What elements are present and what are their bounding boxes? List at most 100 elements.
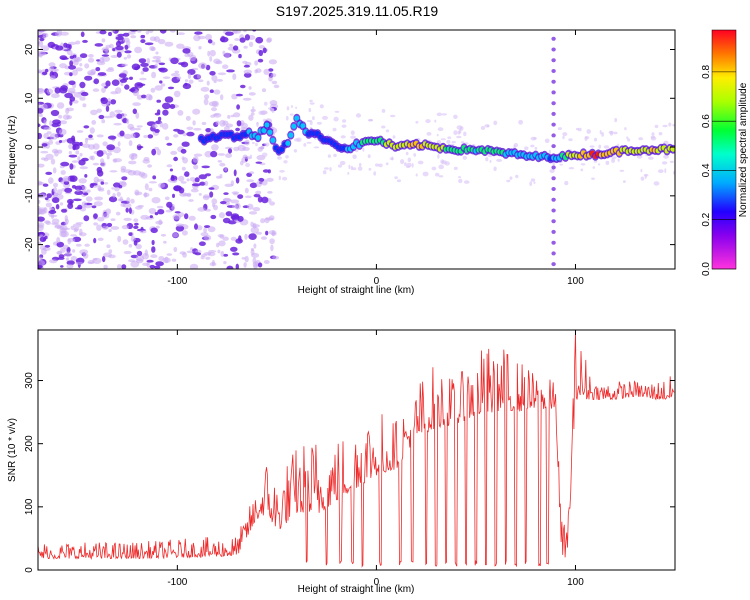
spectrogram-noise-blob xyxy=(83,215,90,222)
spectrogram-faint-blob xyxy=(309,99,313,103)
spectrogram-faint-blob xyxy=(400,159,405,165)
spectrogram-faint-blob xyxy=(533,181,536,184)
spectrogram-noise-blob xyxy=(178,212,185,218)
spectrogram-faint-blob xyxy=(599,130,602,135)
spectrogram-noise-blob xyxy=(82,39,88,43)
spectrogram-xtick-label: 0 xyxy=(374,276,380,287)
spectrogram-xtick-label: -100 xyxy=(167,276,187,287)
spectrogram-faint-blob xyxy=(368,167,372,171)
spectrogram-noise-blob xyxy=(95,67,101,72)
spectrogram-noise-blob xyxy=(104,86,108,89)
spectrogram-noise-blob xyxy=(38,41,41,45)
spectrogram-noise-blob xyxy=(173,246,178,253)
spectrogram-faint-blob xyxy=(664,168,667,174)
spectrogram-noise-blob xyxy=(94,43,104,47)
spectrogram-noise-blob xyxy=(150,254,158,259)
spectrogram-noise-blob xyxy=(151,197,161,204)
spectrogram-noise-blob xyxy=(143,135,149,138)
spectrogram-noise-blob xyxy=(188,199,194,202)
spectrogram-noise-blob xyxy=(111,79,120,86)
spectrogram-noise-blob xyxy=(101,87,106,93)
spectrogram-faint-blob xyxy=(437,127,444,132)
spectrogram-noise-blob xyxy=(112,48,116,52)
spectrogram-noise-blob xyxy=(224,52,231,59)
spectrogram-faint-blob xyxy=(493,166,497,172)
spectrogram-noise-blob xyxy=(82,185,87,191)
spectrogram-faint-blob xyxy=(613,131,618,135)
spectrogram-noise-blob xyxy=(78,159,86,166)
spectrogram-spike-blob xyxy=(551,208,556,213)
spectrogram-noise-blob xyxy=(242,146,250,151)
colorbar-tick-label: 0.6 xyxy=(701,114,712,128)
spectrogram-noise-blob xyxy=(148,30,154,34)
spectrogram-noise-blob xyxy=(138,58,147,64)
spectrogram-faint-blob xyxy=(342,119,347,123)
spectrogram-faint-blob xyxy=(627,138,631,142)
spectrogram-noise-blob xyxy=(84,174,88,178)
spectrogram-noise-blob xyxy=(108,31,112,37)
spectrogram-noise-blob xyxy=(87,57,95,63)
spectrogram-noise-blob xyxy=(103,264,108,269)
spectrogram-noise-blob xyxy=(121,113,128,117)
spectrogram-noise-blob xyxy=(49,75,56,80)
spectrogram-noise-blob xyxy=(186,178,190,182)
spectrogram-noise-blob xyxy=(222,236,229,241)
spectrogram-spike-blob xyxy=(551,101,556,106)
spectrogram-noise-blob xyxy=(257,262,263,268)
spectrogram-noise-blob xyxy=(85,137,94,141)
spectrogram-faint-blob xyxy=(375,163,379,167)
spectrogram-faint-blob xyxy=(295,106,298,110)
spectrogram-noise-blob xyxy=(255,36,264,44)
spectrogram-ridge-core xyxy=(264,122,270,128)
snr-series-line xyxy=(38,331,675,568)
spectrogram-noise-blob xyxy=(198,46,202,50)
spectrogram-faint-blob xyxy=(392,135,396,139)
spectrogram-noise-blob xyxy=(102,256,106,263)
spectrogram-noise-blob xyxy=(107,67,114,70)
spectrogram-noise-blob xyxy=(254,60,259,66)
spectrogram-noise-blob xyxy=(97,217,105,222)
spectrogram-noise-blob xyxy=(248,211,258,215)
spectrogram-noise-blob xyxy=(125,207,129,213)
spectrogram-faint-blob xyxy=(327,154,331,158)
spectrogram-noise-blob xyxy=(203,98,209,106)
spectrogram-faint-blob xyxy=(434,119,437,123)
spectrogram-noise-blob xyxy=(165,209,173,213)
spectrogram-noise-blob xyxy=(243,45,248,49)
spectrogram-noise-blob xyxy=(48,210,57,214)
spectrogram-noise-blob xyxy=(203,227,208,234)
spectrogram-noise-blob xyxy=(230,246,238,252)
spectrogram-spike-blob xyxy=(551,58,556,63)
spectrogram-noise-blob xyxy=(217,153,226,156)
spectrogram-noise-blob xyxy=(116,51,122,58)
spectrogram-noise-blob xyxy=(79,53,88,59)
spectrogram-noise-blob xyxy=(119,78,127,83)
spectrogram-noise-blob xyxy=(182,157,189,164)
spectrogram-noise-blob xyxy=(48,66,55,72)
spectrogram-noise-blob xyxy=(124,44,129,50)
spectrogram-noise-blob xyxy=(51,218,60,224)
spectrogram-noise-blob xyxy=(181,166,186,171)
spectrogram-noise-blob xyxy=(173,134,179,138)
spectrogram-noise-blob xyxy=(206,80,210,86)
spectrogram-faint-blob xyxy=(457,176,462,179)
spectrogram-noise-blob xyxy=(142,159,150,164)
spectrogram-noise-blob xyxy=(154,85,163,91)
spectrogram-noise-blob xyxy=(245,195,252,199)
spectrogram-noise-blob xyxy=(203,234,212,241)
spectrogram-faint-blob xyxy=(617,158,620,162)
spectrogram-faint-blob xyxy=(440,138,446,141)
spectrogram-noise-blob xyxy=(191,183,201,187)
spectrogram-spike-blob xyxy=(551,251,556,256)
spectrogram-noise-blob xyxy=(267,191,273,194)
spectrogram-faint-blob xyxy=(496,158,503,162)
spectrogram-noise-blob xyxy=(98,188,105,192)
spectrogram-noise-blob xyxy=(99,30,107,35)
spectrogram-noise-blob xyxy=(151,123,158,129)
snr-xtick-label: 0 xyxy=(374,577,380,588)
colorbar-tick-label: 0.4 xyxy=(701,163,712,177)
spectrogram-noise-blob xyxy=(102,141,108,147)
spectrogram-faint-blob xyxy=(256,122,259,127)
snr-ytick-label: 0 xyxy=(24,567,35,573)
spectrogram-noise-blob xyxy=(209,49,216,57)
